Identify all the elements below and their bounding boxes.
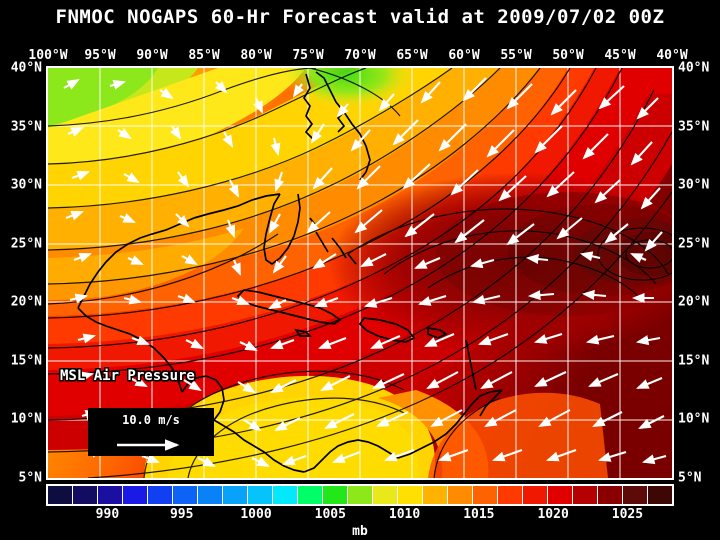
colorbar-swatch	[223, 486, 248, 504]
colorbar-swatch	[623, 486, 648, 504]
lat-tick-label: 40°N	[678, 60, 710, 76]
lon-tick-label: 55°W	[500, 48, 532, 63]
lon-tick-label: 50°W	[552, 48, 584, 63]
latitude-axis-left: 40°N 35°N 30°N 25°N 20°N 15°N 10°N 5°N	[0, 61, 46, 486]
lon-tick-label: 45°W	[604, 48, 636, 63]
map-canvas	[48, 68, 672, 478]
colorbar-tick-label: 1025	[611, 507, 644, 522]
lon-tick-label: 80°W	[240, 48, 272, 63]
colorbar-swatch	[398, 486, 423, 504]
lat-tick-label: 20°N	[10, 294, 42, 310]
colorbar-swatch	[123, 486, 148, 504]
graticule	[48, 68, 672, 478]
colorbar-swatch	[598, 486, 623, 504]
lon-tick-label: 40°W	[656, 48, 688, 63]
colorbar-tick-label: 1020	[537, 507, 569, 522]
colorbar-swatch	[573, 486, 598, 504]
colorbar-swatch	[348, 486, 373, 504]
lat-tick-label: 25°N	[678, 236, 710, 252]
lon-tick-label: 85°W	[188, 48, 220, 63]
lat-tick-label: 40°N	[10, 60, 42, 76]
colorbar-swatch	[273, 486, 298, 504]
lat-tick-label: 20°N	[678, 294, 710, 310]
lat-tick-label: 35°N	[678, 119, 710, 135]
lon-tick-label: 75°W	[292, 48, 324, 63]
lat-tick-label: 35°N	[10, 119, 42, 135]
wind-vector-key-arrow	[117, 439, 180, 451]
lat-tick-label: 30°N	[10, 177, 42, 193]
lat-tick-label: 15°N	[10, 353, 42, 369]
lon-tick-label: 95°W	[84, 48, 116, 63]
lon-tick-label: 90°W	[136, 48, 168, 63]
colorbar-swatch	[448, 486, 473, 504]
colorbar-swatch	[98, 486, 123, 504]
colorbar-swatch	[498, 486, 523, 504]
colorbar-swatch	[523, 486, 548, 504]
colorbar-swatch	[323, 486, 348, 504]
lat-tick-label: 10°N	[10, 411, 42, 427]
field-label: MSL Air Pressure	[60, 368, 195, 384]
colorbar-swatch	[648, 486, 672, 504]
colorbar-unit: mb	[352, 524, 368, 539]
colorbar-swatch	[173, 486, 198, 504]
colorbar-swatch	[148, 486, 173, 504]
colorbar-tick-label: 1015	[463, 507, 495, 522]
lat-tick-label: 30°N	[678, 177, 710, 193]
colorbar-swatch	[423, 486, 448, 504]
coastlines	[77, 71, 503, 473]
wind-vectors	[63, 77, 667, 467]
lat-tick-label: 15°N	[678, 353, 710, 369]
colorbar-swatch	[198, 486, 223, 504]
map-frame: MSL Air Pressure 10.0 m/s	[46, 66, 674, 480]
page-title: FNMOC NOGAPS 60-Hr Forecast valid at 200…	[55, 6, 665, 28]
lon-tick-label: 70°W	[344, 48, 376, 63]
colorbar-tick-label: 1010	[388, 507, 421, 522]
pressure-map[interactable]: MSL Air Pressure 10.0 m/s	[48, 68, 672, 478]
colorbar-segments	[48, 486, 672, 504]
colorbar-tick-label: 990	[95, 507, 120, 522]
colorbar-swatch	[373, 486, 398, 504]
longitude-axis: 100°W 95°W 90°W 85°W 80°W 75°W 70°W 65°W 60°W 55°…	[28, 48, 687, 66]
colorbar-swatch	[298, 486, 323, 504]
colorbar-swatch	[248, 486, 273, 504]
colorbar	[46, 484, 674, 506]
colorbar-tick-label: 1005	[314, 507, 346, 522]
colorbar-axis: 990 995 1000 1005 1010 1015 1020 1025	[48, 507, 672, 525]
wind-vector-key-label: 10.0 m/s	[122, 413, 180, 427]
colorbar-swatch	[48, 486, 73, 504]
lon-tick-label: 60°W	[448, 48, 480, 63]
latitude-axis-right: 40°N 35°N 30°N 25°N 20°N 15°N 10°N 5°N	[674, 61, 720, 486]
wind-vector-key: 10.0 m/s	[88, 408, 214, 456]
colorbar-tick-label: 995	[169, 507, 194, 522]
lat-tick-label: 5°N	[18, 470, 42, 486]
lat-tick-label: 5°N	[678, 470, 702, 486]
colorbar-swatch	[473, 486, 498, 504]
lat-tick-label: 25°N	[10, 236, 42, 252]
lat-tick-label: 10°N	[678, 411, 710, 427]
lon-tick-label: 100°W	[28, 48, 68, 63]
colorbar-swatch	[73, 486, 98, 504]
colorbar-tick-label: 1000	[240, 507, 272, 522]
colorbar-swatch	[548, 486, 573, 504]
lon-tick-label: 65°W	[396, 48, 428, 63]
